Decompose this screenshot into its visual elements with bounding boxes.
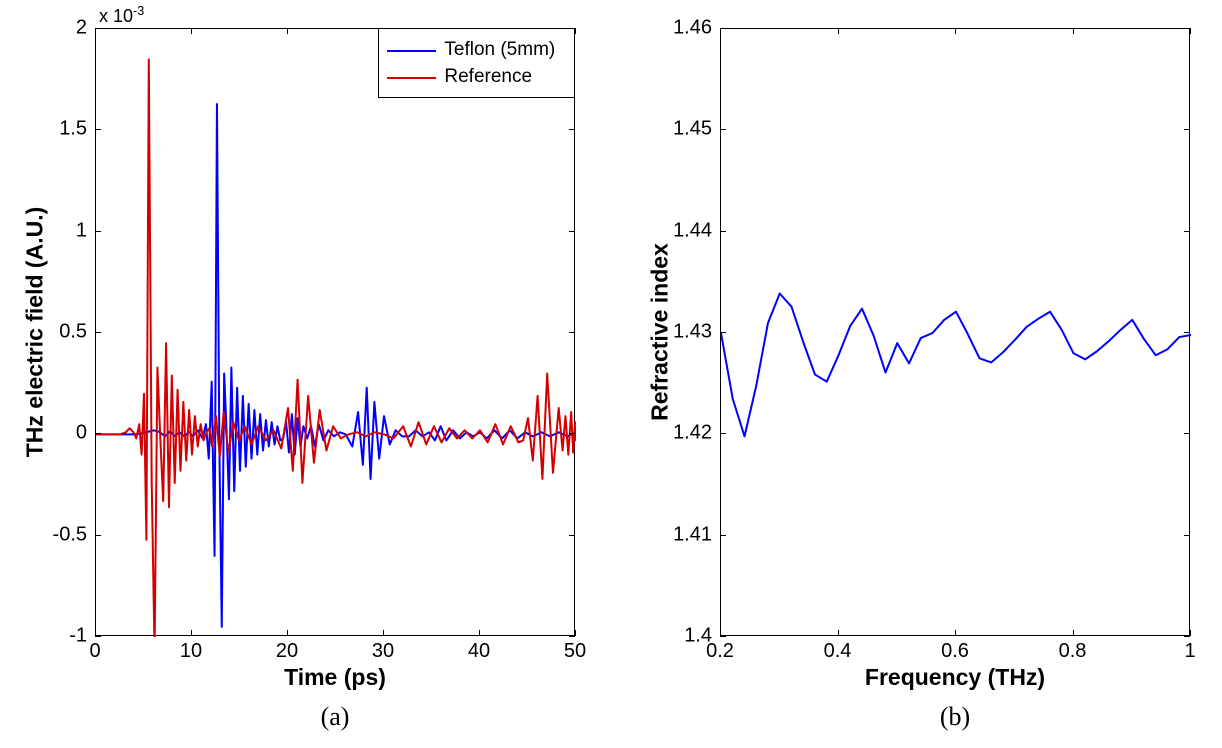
panelA-xtick: [383, 630, 384, 636]
panelB-ytick: [1184, 28, 1190, 29]
panelA-legend-label: Teflon (5mm): [444, 37, 555, 64]
panelA-ytick: [95, 535, 101, 536]
panelA-ytick-label: 0.5: [59, 321, 87, 344]
panelA-subcaption: (a): [321, 702, 350, 732]
panelA-svg: [96, 29, 576, 637]
panelB-ytick: [720, 332, 726, 333]
figure-root: 0 10 20 30 40 50 -1 -0.5 0 0.5 1 1.5 2 Time (ps) THz e…: [0, 0, 1222, 748]
panelB-ytick-label: 1.4: [684, 625, 712, 648]
panelA-xtick: [191, 28, 192, 34]
panelB-ylabel: Refractive index: [647, 243, 674, 421]
panelB-xtick-label: 0.6: [941, 640, 969, 663]
panelA-ytick: [569, 433, 575, 434]
panelA-ytick: [95, 433, 101, 434]
panelB-ytick: [720, 129, 726, 130]
panelA-ytick-label: 1: [76, 219, 87, 242]
panelB-xtick: [838, 630, 839, 636]
panelB-ytick: [720, 535, 726, 536]
panelA-ytick-label: -1: [69, 625, 87, 648]
panelB-ytick-label: 1.43: [673, 321, 712, 344]
panelB-ytick: [1184, 332, 1190, 333]
panelB-xtick: [1073, 630, 1074, 636]
panelA-ytick: [569, 231, 575, 232]
panelB-ytick: [1184, 636, 1190, 637]
panelA-series-0: [96, 104, 576, 627]
panelA-xtick-label: 40: [468, 640, 490, 663]
panelB-ytick: [720, 636, 726, 637]
panelB-ytick-label: 1.42: [673, 422, 712, 445]
panelA-xlabel: Time (ps): [284, 664, 386, 691]
panelB-ytick: [720, 433, 726, 434]
panelB-xtick: [955, 28, 956, 34]
panelA-ytick: [569, 636, 575, 637]
panelA-ytick: [95, 231, 101, 232]
panelA-series-1: [96, 59, 576, 637]
panelA-legend-label: Reference: [444, 64, 532, 91]
panelA-xtick-label: 0: [89, 640, 100, 663]
panelB-xtick: [1190, 28, 1191, 34]
panelA-ytick: [95, 28, 101, 29]
panelB-ytick-label: 1.44: [673, 219, 712, 242]
panelB-xtick: [838, 28, 839, 34]
panelB-ytick: [720, 231, 726, 232]
panelB-subcaption: (b): [940, 702, 970, 732]
panelB-ytick: [1184, 433, 1190, 434]
panelA-xtick-label: 50: [564, 640, 586, 663]
panelA-ytick: [569, 332, 575, 333]
panelB-ytick-label: 1.46: [673, 17, 712, 40]
panelB-xtick-label: 0.8: [1059, 640, 1087, 663]
panelB-xtick-label: 0.4: [824, 640, 852, 663]
panelB-series-0: [721, 293, 1191, 436]
panelB-ytick: [720, 28, 726, 29]
panelA-ytick-label: -0.5: [53, 523, 87, 546]
panelA-ytick-label: 1.5: [59, 118, 87, 141]
panelA-ytick: [95, 636, 101, 637]
panelA-xtick: [287, 630, 288, 636]
panelA-legend-line: [387, 50, 436, 52]
panelA-legend: Teflon (5mm)Reference: [378, 28, 575, 98]
panelA-ytick: [569, 535, 575, 536]
panelB-xtick: [955, 630, 956, 636]
panelA-xtick-label: 10: [180, 640, 202, 663]
panelB-xtick: [1073, 28, 1074, 34]
panelB-ytick-label: 1.41: [673, 523, 712, 546]
panelA-legend-line: [387, 77, 436, 79]
panelB-xtick-label: 1: [1184, 640, 1195, 663]
panelB-ytick-label: 1.45: [673, 118, 712, 141]
panelA-ylabel: THz electric field (A.U.): [22, 207, 49, 457]
panelA-ytick: [95, 332, 101, 333]
panelB-ytick: [1184, 535, 1190, 536]
panelA-xtick-label: 30: [372, 640, 394, 663]
panelA-xtick: [191, 630, 192, 636]
panelA-ytick: [569, 129, 575, 130]
panelA-ytick-label: 2: [76, 17, 87, 40]
panelA-xtick: [575, 630, 576, 636]
panelA-exponent-label: x 10-3: [99, 4, 144, 27]
exp-power: -3: [133, 4, 144, 18]
panelA-xtick: [287, 28, 288, 34]
panelA-xtick-label: 20: [276, 640, 298, 663]
panelB-ytick: [1184, 129, 1190, 130]
panelB-svg: [721, 29, 1191, 637]
exp-prefix: x 10: [99, 6, 133, 26]
panelB-ytick: [1184, 231, 1190, 232]
panelA-xtick: [479, 630, 480, 636]
panelA-ytick-label: 0: [76, 422, 87, 445]
panelB-plot-area: [720, 28, 1190, 636]
panelB-xlabel: Frequency (THz): [865, 664, 1045, 691]
panelA-xtick: [575, 28, 576, 34]
panelA-ytick: [95, 129, 101, 130]
panelA-plot-area: [95, 28, 575, 636]
panelB-xtick: [1190, 630, 1191, 636]
